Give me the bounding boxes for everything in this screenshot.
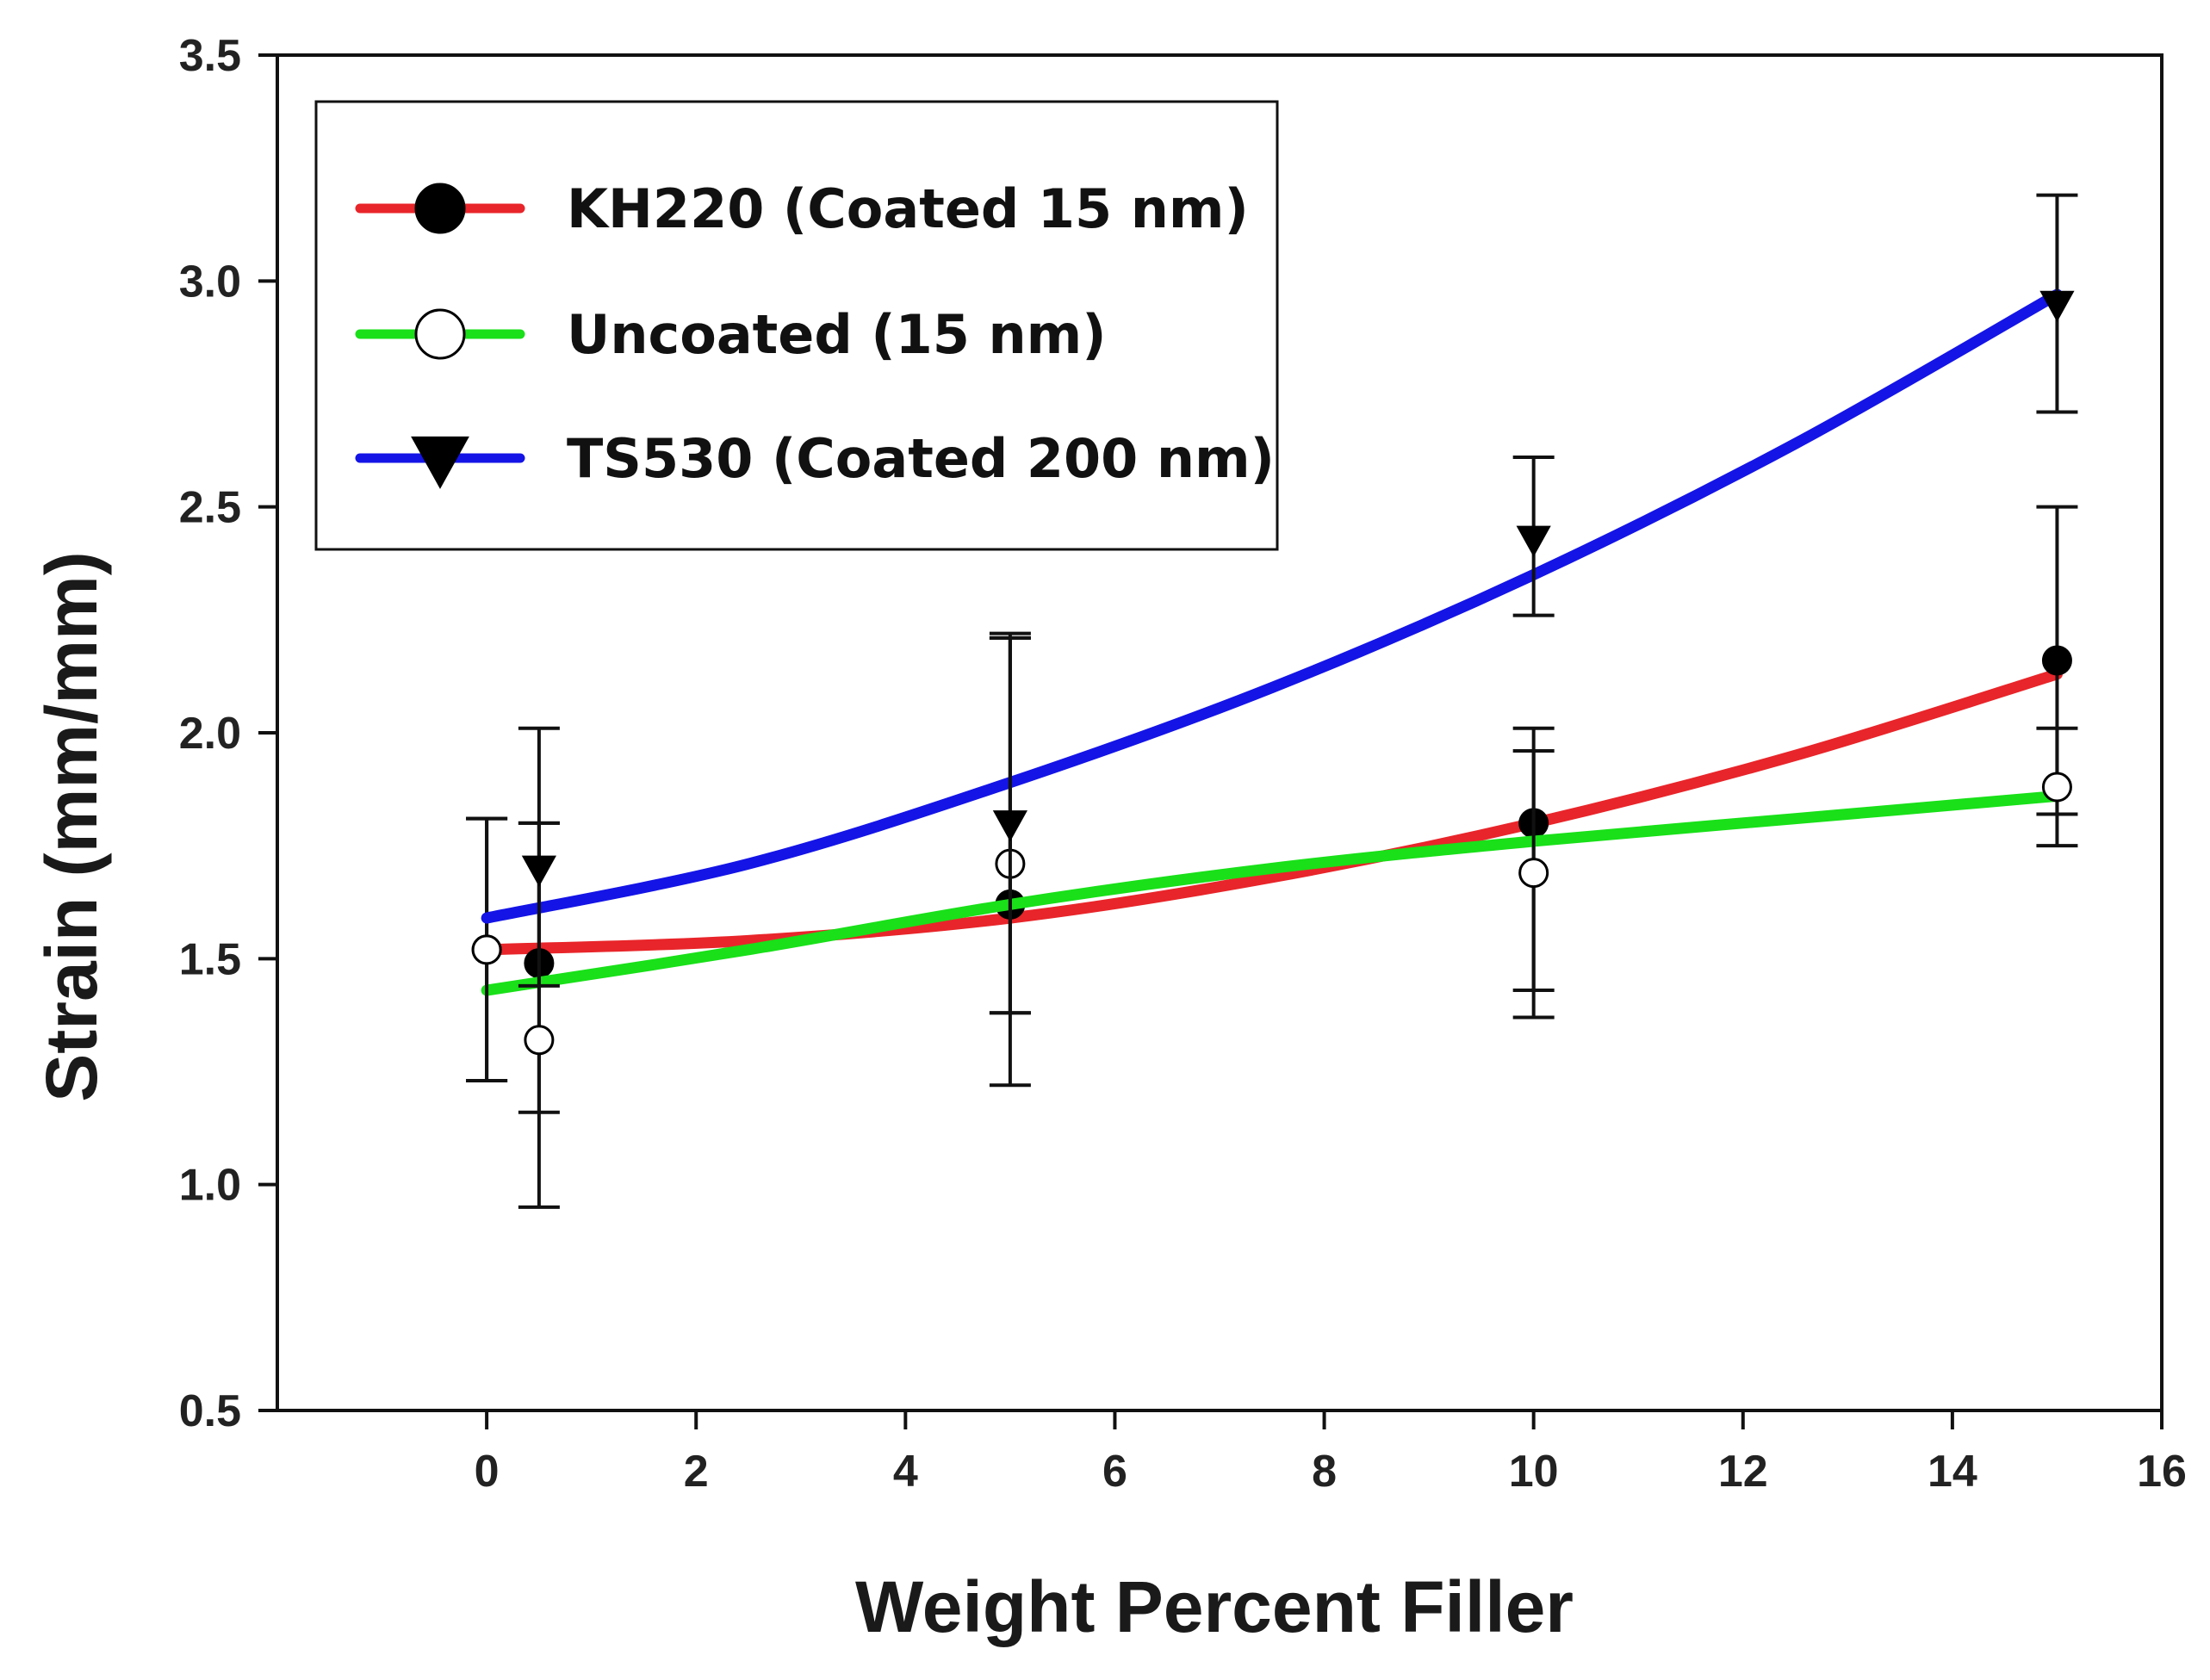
x-tick-label: 12: [1718, 1447, 1768, 1497]
x-tick-label: 2: [684, 1447, 709, 1497]
legend: KH220 (Coated 15 nm) Uncoated (15 nm) TS53…: [314, 100, 1279, 551]
x-tick-label: 4: [893, 1447, 918, 1497]
y-tick-label: 2.0: [179, 709, 241, 759]
legend-box: [314, 100, 1279, 551]
axes-layer: 0 2 4 6 8 10 12 14 16 0.5 1.0 1.5 2.0 2.5 3.0 3.5: [179, 31, 2187, 1497]
data-point: [471, 934, 502, 965]
legend-marker: [414, 183, 466, 234]
y-tick-label: 1.5: [179, 934, 241, 984]
x-tick-label: 10: [1509, 1447, 1559, 1497]
fit-line: [481, 668, 2063, 956]
y-tick-label: 3.0: [179, 257, 241, 307]
legend-marker: [414, 308, 466, 360]
data-point: [2039, 290, 2075, 322]
y-tick-label: 3.5: [179, 31, 241, 81]
series-layer: [466, 193, 2078, 1209]
fit-line: [481, 288, 2063, 924]
x-tick-label: 16: [2137, 1447, 2187, 1497]
series-3: [481, 193, 2078, 1015]
legend-marker: [411, 436, 469, 489]
fit-line: [481, 790, 2063, 996]
x-axis-title: Weight Percent Filler: [855, 1566, 1574, 1647]
x-tick-label: 0: [475, 1447, 500, 1497]
legend-label: TS530 (Coated 200 nm): [567, 427, 1275, 490]
data-point: [1518, 858, 1549, 889]
data-point: [524, 1025, 555, 1056]
x-tick-label: 14: [1928, 1447, 1977, 1497]
data-point: [1516, 525, 1551, 557]
y-tick-label: 1.0: [179, 1161, 241, 1211]
x-tick-label: 6: [1102, 1447, 1127, 1497]
data-point: [2041, 772, 2072, 803]
y-axis-title: Strain (mm/mm): [31, 551, 112, 1101]
data-point: [2041, 645, 2072, 676]
x-tick-label: 8: [1312, 1447, 1337, 1497]
data-point: [521, 855, 556, 887]
legend-label: KH220 (Coated 15 nm): [567, 177, 1249, 240]
data-point: [992, 810, 1027, 842]
y-tick-label: 0.5: [179, 1386, 241, 1436]
y-tick-label: 2.5: [179, 483, 241, 533]
legend-label: Uncoated (15 nm): [567, 303, 1107, 366]
